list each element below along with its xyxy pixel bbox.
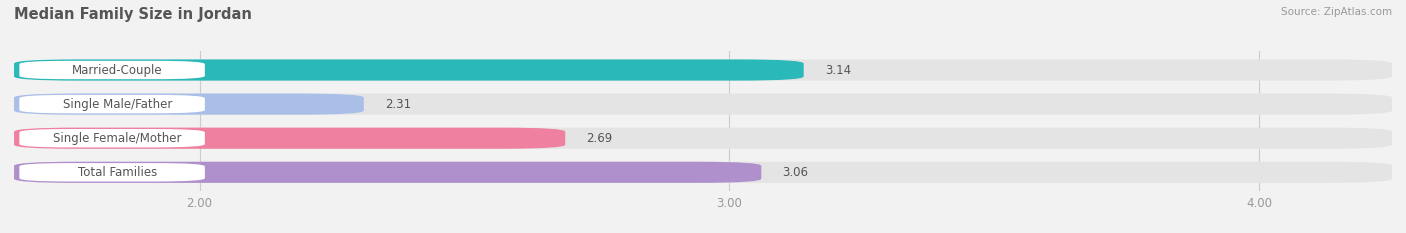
- Text: Median Family Size in Jordan: Median Family Size in Jordan: [14, 7, 252, 22]
- FancyBboxPatch shape: [14, 93, 1392, 115]
- FancyBboxPatch shape: [14, 162, 1392, 183]
- Text: 2.69: 2.69: [586, 132, 613, 145]
- Text: 2.31: 2.31: [385, 98, 411, 111]
- Text: 3.14: 3.14: [825, 64, 851, 76]
- FancyBboxPatch shape: [14, 162, 761, 183]
- FancyBboxPatch shape: [14, 93, 364, 115]
- Text: Source: ZipAtlas.com: Source: ZipAtlas.com: [1281, 7, 1392, 17]
- FancyBboxPatch shape: [14, 59, 1392, 81]
- Text: 3.06: 3.06: [783, 166, 808, 179]
- FancyBboxPatch shape: [20, 129, 205, 147]
- FancyBboxPatch shape: [20, 61, 205, 79]
- FancyBboxPatch shape: [20, 95, 205, 113]
- Text: Single Female/Mother: Single Female/Mother: [53, 132, 181, 145]
- FancyBboxPatch shape: [14, 59, 804, 81]
- FancyBboxPatch shape: [20, 163, 205, 182]
- Text: Single Male/Father: Single Male/Father: [63, 98, 172, 111]
- FancyBboxPatch shape: [14, 128, 1392, 149]
- Text: Married-Couple: Married-Couple: [72, 64, 163, 76]
- Text: Total Families: Total Families: [77, 166, 157, 179]
- FancyBboxPatch shape: [14, 128, 565, 149]
